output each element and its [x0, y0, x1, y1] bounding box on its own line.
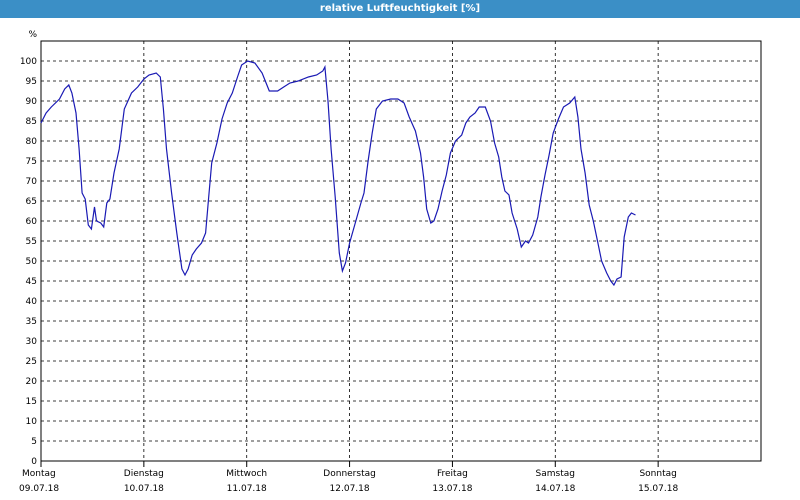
x-tick-weekday: Freitag [437, 469, 468, 479]
y-tick-label: 40 [26, 297, 38, 307]
y-tick-label: 95 [26, 77, 37, 87]
x-tick-date: 09.07.18 [19, 484, 59, 494]
y-tick-label: 55 [26, 237, 37, 247]
x-tick-date: 11.07.18 [227, 484, 267, 494]
y-tick-label: 50 [26, 257, 38, 267]
x-tick-date: 13.07.18 [432, 484, 472, 494]
y-tick-label: 75 [26, 157, 37, 167]
y-tick-label: 45 [26, 277, 37, 287]
y-tick-label: 70 [26, 177, 38, 187]
series-line [40, 60, 636, 287]
x-tick-weekday: Sonntag [639, 469, 676, 479]
x-tick-weekday: Mittwoch [226, 469, 267, 479]
y-tick-labels: 0 5 10 15 20 25 30 35 40 45 50 55 60 65 70 75 80 85 90 95 10… [20, 57, 37, 467]
chart-title: relative Luftfeuchtigkeit [%] [0, 0, 800, 18]
y-tick-label: 60 [26, 217, 38, 227]
y-tick-label: 35 [26, 317, 37, 327]
y-tick-label: 80 [26, 137, 38, 147]
y-tick-label: 90 [26, 97, 38, 107]
y-tick-label: 85 [26, 117, 37, 127]
y-tick-label: 65 [26, 197, 37, 207]
x-tick-date: 12.07.18 [330, 484, 370, 494]
x-tick-date: 10.07.18 [124, 484, 164, 494]
chart-plot: % 0 5 10 15 20 25 30 35 40 45 50 55 60 65 70 75 80 85 90 95… [19, 30, 762, 494]
y-tick-label: 100 [20, 57, 37, 67]
y-tick-label: 30 [26, 337, 38, 347]
y-tick-label: 5 [31, 437, 37, 447]
x-tick-date: 15.07.18 [638, 484, 678, 494]
x-tick-labels: Montag 09.07.18 Dienstag 10.07.18 Mittwoch 11… [19, 461, 678, 494]
x-tick-weekday: Samstag [536, 469, 575, 479]
y-tick-label: 0 [31, 457, 37, 467]
grid-lines [41, 41, 761, 461]
x-tick-weekday: Donnerstag [323, 469, 376, 479]
x-tick-weekday: Dienstag [124, 469, 164, 479]
plot-frame [40, 40, 762, 462]
y-tick-label: 10 [26, 417, 38, 427]
y-tick-label: 20 [26, 377, 38, 387]
y-tick-label: 25 [26, 357, 37, 367]
x-tick-weekday: Montag [22, 469, 56, 479]
x-tick-date: 14.07.18 [535, 484, 575, 494]
y-axis-label: % [28, 30, 37, 40]
y-tick-label: 15 [26, 397, 37, 407]
